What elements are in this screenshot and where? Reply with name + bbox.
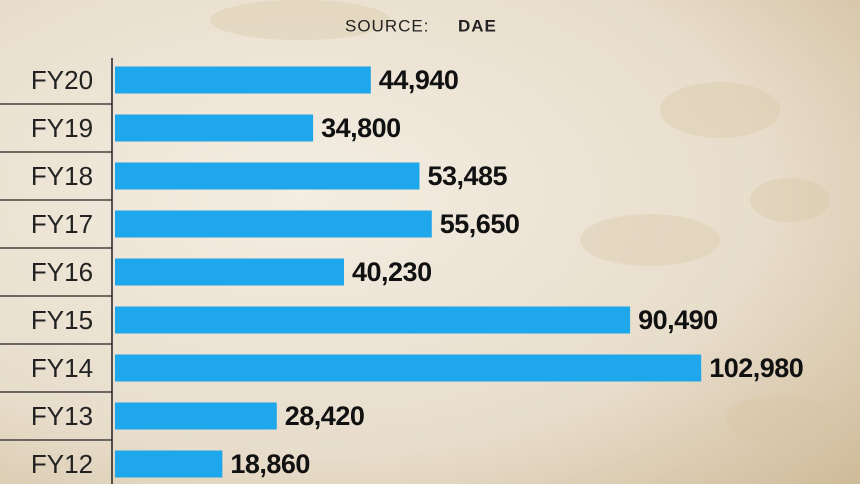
value-label: 28,420 — [285, 401, 365, 431]
bar — [115, 306, 631, 334]
bar — [115, 114, 314, 142]
category-label: FY12 — [31, 449, 93, 479]
value-label: 34,800 — [321, 113, 401, 143]
bar — [115, 66, 371, 94]
bar — [115, 402, 277, 430]
value-label: 40,230 — [352, 257, 432, 287]
source: DAE — [458, 16, 497, 35]
category-label: FY19 — [31, 113, 93, 143]
value-label: 44,940 — [379, 65, 459, 95]
category-label: FY17 — [31, 209, 93, 239]
bar — [115, 210, 432, 238]
category-label: FY16 — [31, 257, 93, 287]
source-label: SOURCE: — [345, 16, 429, 35]
value-label: 90,490 — [638, 305, 718, 335]
value-label: 102,980 — [709, 353, 803, 383]
background-texture — [210, 0, 835, 445]
bar — [115, 258, 345, 286]
category-label: FY18 — [31, 161, 93, 191]
bar — [115, 162, 420, 190]
category-label: FY15 — [31, 305, 93, 335]
category-label: FY13 — [31, 401, 93, 431]
value-label: 53,485 — [427, 161, 507, 191]
category-label: FY20 — [31, 65, 93, 95]
bar — [115, 354, 702, 382]
bar — [115, 450, 223, 478]
value-label: 55,650 — [440, 209, 520, 239]
value-label: 18,860 — [230, 449, 310, 479]
category-label: FY14 — [31, 353, 93, 383]
